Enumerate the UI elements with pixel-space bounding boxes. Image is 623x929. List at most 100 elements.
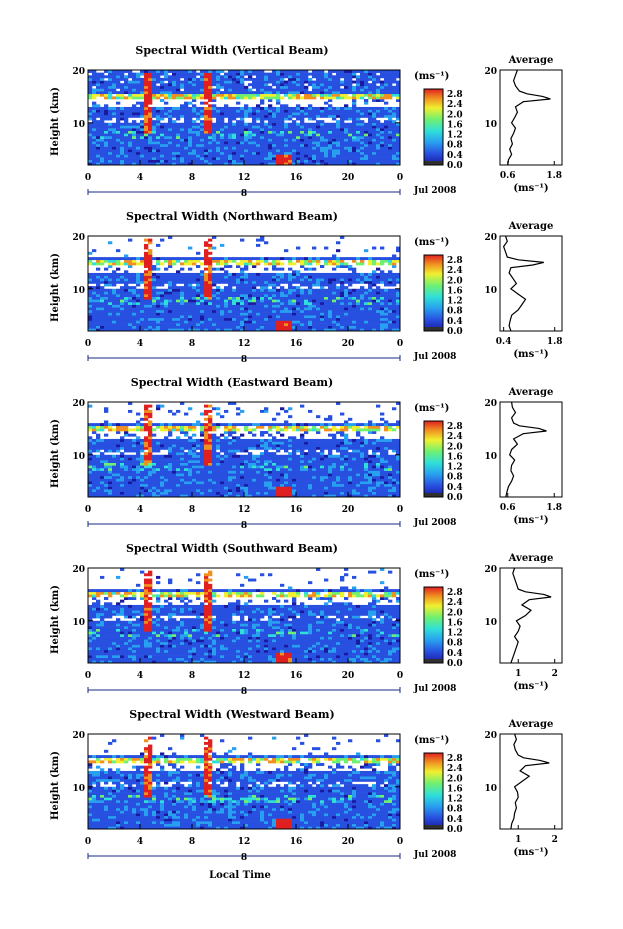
heatmap-cell xyxy=(264,112,269,116)
heatmap-cell xyxy=(344,106,349,110)
heatmap-cell xyxy=(340,143,345,147)
heatmap-cell xyxy=(324,291,329,295)
heatmap-cell xyxy=(152,307,157,311)
heatmap-cell xyxy=(140,128,145,131)
heatmap-cell xyxy=(280,296,285,300)
heatmap-cell xyxy=(248,325,253,329)
heatmap-cell xyxy=(336,77,341,81)
heatmap-cell xyxy=(316,257,321,261)
heatmap-cell xyxy=(392,91,397,95)
heatmap-cell xyxy=(260,317,265,321)
heatmap-cell xyxy=(332,93,337,97)
heatmap-cell xyxy=(216,262,221,266)
heatmap-cell xyxy=(96,138,101,142)
heatmap-cell xyxy=(108,135,113,139)
heatmap-cell xyxy=(132,88,137,92)
heatmap-cell xyxy=(144,288,149,292)
heatmap-cell xyxy=(200,154,205,158)
heatmap-cell xyxy=(264,138,269,142)
heatmap-cell xyxy=(360,262,365,266)
heatmap-cell xyxy=(264,291,269,295)
heatmap-cell xyxy=(192,262,197,266)
heatmap-cell xyxy=(296,96,301,100)
heatmap-cell xyxy=(132,262,137,266)
heatmap-cell xyxy=(324,91,329,95)
heatmap-cell xyxy=(264,93,269,97)
heatmap-cell xyxy=(152,151,157,155)
heatmap-cell xyxy=(112,428,117,432)
day-label: 8 xyxy=(241,189,247,199)
heatmap-cell xyxy=(320,159,325,163)
heatmap-cell xyxy=(120,262,125,266)
heatmap-cell xyxy=(128,438,133,442)
heatmap-cell xyxy=(228,77,233,81)
heatmap-cell xyxy=(380,128,385,131)
heatmap-cell xyxy=(136,106,141,110)
heatmap-cell xyxy=(148,481,153,485)
heatmap-cell xyxy=(100,467,105,471)
heatmap-cell xyxy=(208,93,213,97)
heatmap-cell xyxy=(280,272,285,276)
heatmap-cell xyxy=(88,117,93,121)
heatmap-cell xyxy=(288,162,293,166)
heatmap-cell xyxy=(248,112,253,116)
heatmap-cell xyxy=(208,272,213,276)
heatmap-cell xyxy=(240,75,245,79)
heatmap-cell xyxy=(236,93,241,97)
heatmap-cell xyxy=(104,125,109,129)
heatmap-cell xyxy=(388,93,393,97)
heatmap-cell xyxy=(240,130,245,134)
heatmap-cell xyxy=(152,328,157,332)
heatmap-cell xyxy=(300,259,305,263)
heatmap-cell xyxy=(136,278,141,282)
heatmap-cell xyxy=(108,259,113,263)
heatmap-cell xyxy=(208,109,213,113)
heatmap-cell xyxy=(124,489,129,493)
heatmap-cell xyxy=(136,444,141,448)
heatmap-cell xyxy=(200,75,205,79)
heatmap-cell xyxy=(108,125,113,129)
heatmap-cell xyxy=(352,149,357,153)
heatmap-cell xyxy=(344,278,349,282)
heatmap-cell xyxy=(272,307,277,311)
heatmap-cell xyxy=(348,106,353,110)
heatmap-cell xyxy=(316,122,321,126)
heatmap-cell xyxy=(328,291,333,295)
heatmap-cell xyxy=(320,83,325,87)
heatmap-cell xyxy=(392,328,397,332)
heatmap-cell xyxy=(356,125,361,129)
heatmap-cell xyxy=(360,133,365,137)
heatmap-cell xyxy=(252,301,257,305)
heatmap-cell xyxy=(172,80,177,84)
heatmap-cell xyxy=(92,483,97,487)
heatmap-cell xyxy=(140,278,145,282)
heatmap-cell xyxy=(152,283,157,287)
heatmap-cell xyxy=(248,91,253,95)
heatmap-cell xyxy=(372,99,377,102)
heatmap-cell xyxy=(264,114,269,118)
heatmap-cell xyxy=(284,280,289,284)
heatmap-cell xyxy=(248,146,253,150)
heatmap-cell xyxy=(96,486,101,490)
heatmap-cell xyxy=(168,154,173,158)
heatmap-cell xyxy=(332,296,337,300)
heatmap-cell xyxy=(204,93,209,97)
heatmap-cell xyxy=(340,154,345,158)
heatmap-cell xyxy=(104,433,109,437)
heatmap-cell xyxy=(196,135,201,139)
heatmap-cell xyxy=(168,135,173,139)
heatmap-cell xyxy=(196,85,201,89)
heatmap-cell xyxy=(132,114,137,118)
heatmap-cell xyxy=(288,117,293,121)
heatmap-cell xyxy=(92,423,97,427)
heatmap-cell xyxy=(248,159,253,163)
heatmap-cell xyxy=(212,106,217,110)
heatmap-cell xyxy=(108,494,113,498)
heatmap-cell xyxy=(236,288,241,292)
heatmap-cell xyxy=(200,162,205,166)
heatmap-cell xyxy=(336,157,341,161)
heatmap-cell xyxy=(172,280,177,284)
heatmap-cell xyxy=(88,296,93,300)
heatmap-cell xyxy=(124,77,129,81)
heatmap-cell xyxy=(140,483,145,487)
